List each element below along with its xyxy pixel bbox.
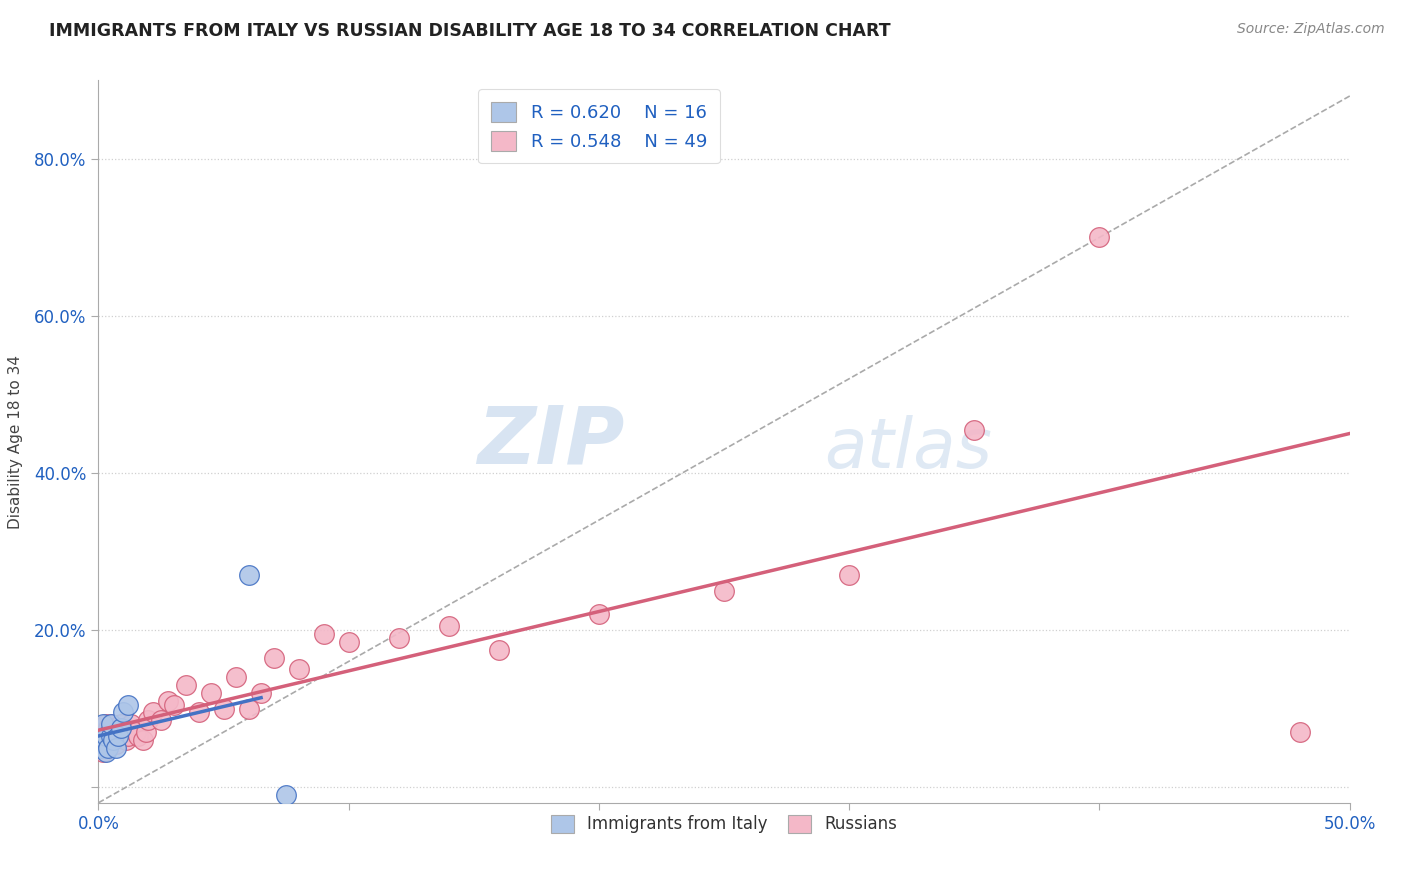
Point [135,725,157,739]
Point [97,737,120,751]
Point [250,686,273,700]
Point [97,721,120,735]
Point [112,706,135,720]
Legend: Immigrants from Italy, Russians: Immigrants from Italy, Russians [538,803,910,845]
Point [117,729,139,743]
Point [90,721,112,735]
Point [110,717,132,731]
Point [174,678,197,692]
Point [838,568,860,582]
Point [100,729,122,743]
Point [97,740,120,755]
Point [238,701,260,715]
Point [93,745,115,759]
Text: ZIP: ZIP [477,402,624,481]
Point [1088,230,1111,244]
Point [142,706,165,720]
Point [104,740,127,755]
Point [94,733,117,747]
Point [1288,725,1310,739]
Point [90,733,112,747]
Point [94,717,117,731]
Point [93,737,115,751]
Point [115,733,138,747]
Point [225,670,247,684]
Text: atlas: atlas [824,416,993,483]
Point [103,721,125,735]
Point [437,619,460,633]
Point [238,568,260,582]
Point [90,740,112,755]
Point [337,635,360,649]
Point [138,714,160,728]
Point [312,627,335,641]
Point [200,686,222,700]
Point [287,662,309,676]
Point [127,729,149,743]
Point [103,733,125,747]
Text: Source: ZipAtlas.com: Source: ZipAtlas.com [1237,22,1385,37]
Point [107,729,129,743]
Point [263,650,285,665]
Point [103,733,125,747]
Text: IMMIGRANTS FROM ITALY VS RUSSIAN DISABILITY AGE 18 TO 34 CORRELATION CHART: IMMIGRANTS FROM ITALY VS RUSSIAN DISABIL… [49,22,891,40]
Point [150,714,173,728]
Point [588,607,610,622]
Point [100,729,122,743]
Point [713,583,735,598]
Point [963,423,986,437]
Point [112,725,135,739]
Point [187,706,209,720]
Point [274,788,298,802]
Point [94,745,117,759]
Point [104,737,127,751]
Point [125,725,148,739]
Point [100,717,122,731]
Y-axis label: Disability Age 18 to 34: Disability Age 18 to 34 [8,354,22,529]
Point [93,729,115,743]
Point [107,729,129,743]
Point [212,701,235,715]
Point [120,717,142,731]
Point [132,733,155,747]
Point [388,631,411,645]
Point [117,698,139,712]
Point [110,721,132,735]
Point [104,725,127,739]
Point [162,698,184,712]
Point [100,717,122,731]
Point [93,717,115,731]
Point [157,694,180,708]
Point [94,729,117,743]
Point [488,642,510,657]
